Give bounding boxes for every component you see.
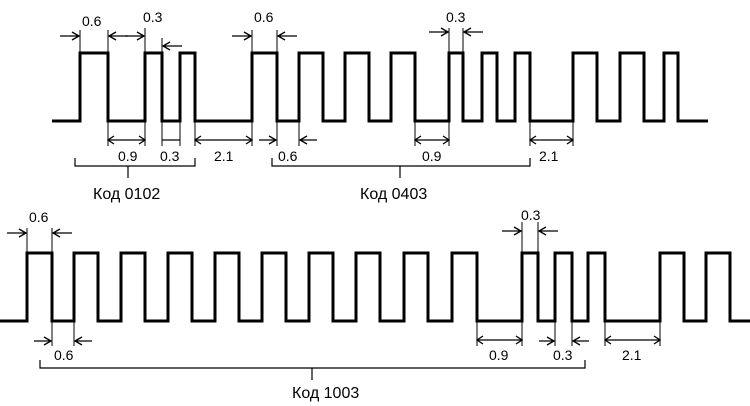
bracket-code-0102: Код 0102: [74, 158, 196, 203]
code-label-1003: Код 1003: [292, 385, 359, 402]
waveform-row-1: [52, 51, 708, 123]
row1-dim-2.1-a: 2.1: [193, 121, 254, 164]
row2-dim-label: 0.3: [553, 347, 573, 363]
row1-dim-2.1-b: 2.1: [528, 121, 575, 164]
row2-dim-0.3-a: 0.3: [502, 207, 558, 253]
row2-dim-0.6-b: 0.6: [34, 321, 92, 363]
row2-dim-label: 0.9: [489, 347, 509, 363]
row2-dim-label: 2.1: [622, 347, 642, 363]
row1-dim-label: 0.6: [82, 13, 102, 29]
row1-dim-label: 0.9: [422, 148, 442, 164]
row1-dim-label: 0.6: [254, 9, 274, 25]
row1-dim-label: 2.1: [539, 148, 559, 164]
code-label-0102: Код 0102: [93, 186, 160, 203]
row1-dim-label: 0.3: [143, 9, 163, 25]
row1-dim-0.6-b: 0.6: [232, 9, 297, 53]
row2-dim-label: 0.6: [29, 209, 49, 225]
row1-dim-label: 0.3: [446, 9, 466, 25]
row2-dim-label: 0.3: [521, 207, 541, 223]
row1-dim-0.9-b: 0.9: [413, 121, 451, 164]
row1-dim-0.3-c: 0.3: [160, 121, 181, 164]
row2-dim-0.6-a: 0.6: [7, 209, 72, 253]
bracket-code-1003: Код 1003: [39, 360, 586, 402]
row1-dim-0.9-a: 0.9: [106, 121, 147, 164]
row2-dim-0.3-b: 0.3: [539, 321, 589, 363]
row1-dim-0.3-a: 0.3: [125, 9, 182, 53]
row1-dim-0.6-a: 0.6: [60, 13, 128, 53]
row2-dim-label: 0.6: [54, 347, 74, 363]
row2-dim-0.9-a: 0.9: [475, 321, 524, 363]
row2-dim-2.1-a: 2.1: [603, 321, 662, 363]
waveform-row-2: [0, 251, 750, 323]
row1-dim-0.3-b: 0.3: [429, 9, 483, 53]
code-label-0403: Код 0403: [360, 186, 427, 203]
row1-dim-label: 0.9: [118, 148, 138, 164]
row1-dim-label: 0.3: [160, 148, 180, 164]
row1-dim-0.6-c: 0.6: [259, 121, 317, 164]
row1-dim-label: 0.6: [278, 148, 298, 164]
row1-dim-label: 2.1: [214, 148, 234, 164]
bracket-code-0403: Код 0403: [271, 158, 531, 203]
